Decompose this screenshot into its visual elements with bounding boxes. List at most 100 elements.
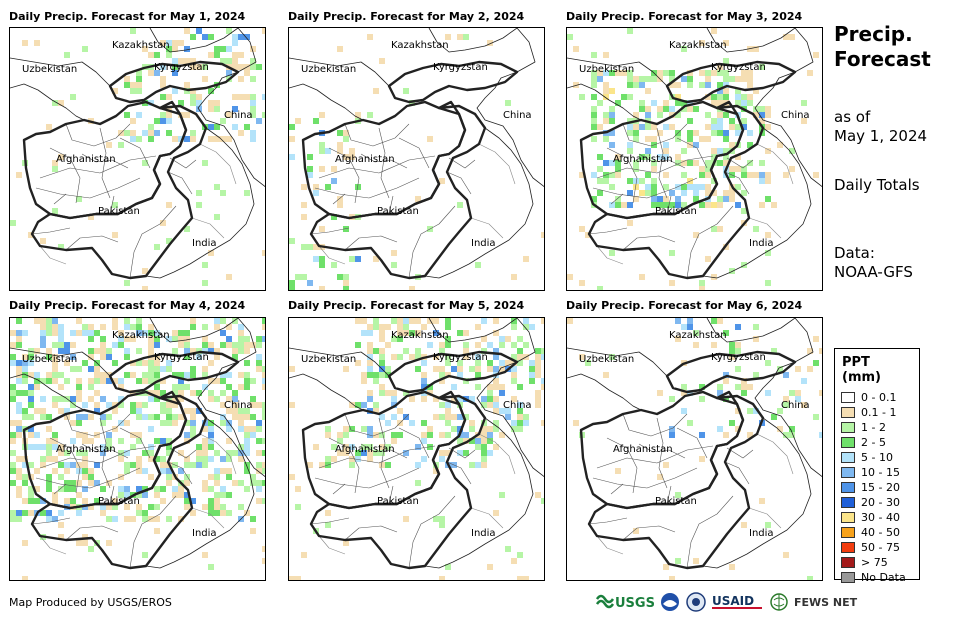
legend-swatch [841,422,855,433]
legend-swatch [841,572,855,583]
province-boundary [596,445,714,469]
pakistan-border [587,104,765,280]
province-boundary [596,155,714,179]
pakistan-border [587,394,765,570]
place-label-uzbekistan: Uzbekistan [301,354,356,365]
country-border [289,318,518,377]
province-boundary [610,483,672,505]
place-label-pakistan: Pakistan [655,206,697,217]
legend: PPT (mm) 0 - 0.1 0.1 - 1 1 - 2 2 - 5 5 - 10 1… [834,348,920,584]
legend-label: 1 - 2 [861,421,886,434]
country-border [424,127,534,279]
province-boundary [65,525,119,541]
place-label-india: India [471,528,496,539]
place-label-uzbekistan: Uzbekistan [579,354,634,365]
globe-icon [770,593,788,611]
panel-title-6: Daily Precip. Forecast for May 6, 2024 [566,299,803,312]
map-panel-2: Kazakhstan Uzbekistan Kyrgyzstan China Afgha… [288,27,545,291]
province-boundary [622,235,676,251]
pakistan-border [309,104,487,280]
province-boundary [726,157,754,169]
province-boundary [446,461,472,485]
legend-swatch [841,452,855,463]
province-boundary [81,153,129,169]
province-boundary [49,147,81,204]
country-border [702,417,812,569]
usaid-logo-text: USAID [712,594,754,608]
country-border [10,318,239,377]
province-boundary [344,235,398,251]
province-boundary [588,227,628,235]
kyrgyzstan-border [108,350,240,394]
province-boundary [344,525,398,541]
legend-item: 0.1 - 1 [841,405,913,420]
legend-label: 15 - 20 [861,481,900,494]
province-boundary [99,127,111,199]
legend-label: 40 - 50 [861,526,900,539]
kyrgyzstan-border [108,60,240,104]
place-label-pakistan: Pakistan [377,496,419,507]
province-boundary [119,427,151,459]
place-label-uzbekistan: Uzbekistan [301,64,356,75]
province-boundary [39,155,157,179]
place-label-india: India [749,238,774,249]
province-boundary [49,437,81,494]
legend-label: 20 - 30 [861,496,900,509]
province-boundary [310,517,350,525]
province-boundary [53,193,115,215]
province-boundary [31,517,71,525]
place-label-uzbekistan: Uzbekistan [22,64,77,75]
legend-rows: 0 - 0.1 0.1 - 1 1 - 2 2 - 5 5 - 10 10 - 15 15 … [841,390,913,585]
map-panel-5: Kazakhstan Uzbekistan Kyrgyzstan China Afgha… [288,317,545,581]
province-boundary [622,413,688,437]
precip-cells [567,28,819,290]
province-boundary [656,417,668,489]
place-label-china: China [503,110,532,121]
legend-swatch [841,557,855,568]
place-label-uzbekistan: Uzbekistan [22,354,77,365]
place-label-india: India [192,238,217,249]
place-label-afghanistan: Afghanistan [613,154,673,165]
panel-title-5: Daily Precip. Forecast for May 5, 2024 [288,299,525,312]
map-canvas: Kazakhstan Uzbekistan Kyrgyzstan China Afgha… [567,318,822,580]
usgs-logo: USGS [596,594,654,611]
legend-item: 20 - 30 [841,495,913,510]
map-panel-4: Kazakhstan Uzbekistan Kyrgyzstan China Afgha… [9,317,266,581]
legend-item: 15 - 20 [841,480,913,495]
province-boundary [676,427,708,459]
place-label-kyrgyzstan: Kyrgyzstan [711,62,766,73]
kyrgyzstan-border [665,60,797,104]
province-boundary [99,417,111,489]
province-boundary [724,171,750,195]
map-panel-1: Kazakhstan Uzbekistan Kyrgyzstan China Afgha… [9,27,266,291]
province-boundary [39,445,157,469]
pakistan-border [30,394,208,570]
legend-item: 50 - 75 [841,540,913,555]
fews-net-logo: FEWS NET [794,595,858,609]
place-label-india: India [192,528,217,539]
place-label-kyrgyzstan: Kyrgyzstan [154,62,209,73]
place-label-kazakhstan: Kazakhstan [391,330,449,341]
legend-label: 5 - 10 [861,451,893,464]
province-boundary [31,227,71,235]
province-boundary [622,123,688,147]
province-boundary [344,413,410,437]
legend-swatch [841,512,855,523]
pakistan-border [309,394,487,570]
country-border [145,127,255,279]
province-boundary [119,137,151,169]
province-boundary [318,445,436,469]
legend-item: 1 - 2 [841,420,913,435]
country-border [289,28,518,87]
map-credit: Map Produced by USGS/EROS [9,596,172,609]
province-boundary [169,447,197,459]
country-border [567,318,796,377]
usaid-logo: USAID [712,594,762,609]
data-source: Data: NOAA-GFS [834,244,913,282]
legend-item: No Data [841,570,913,585]
province-boundary [65,123,131,147]
province-boundary [65,413,131,437]
place-label-kazakhstan: Kazakhstan [669,330,727,341]
legend-item: 0 - 0.1 [841,390,913,405]
province-boundary [332,483,394,505]
